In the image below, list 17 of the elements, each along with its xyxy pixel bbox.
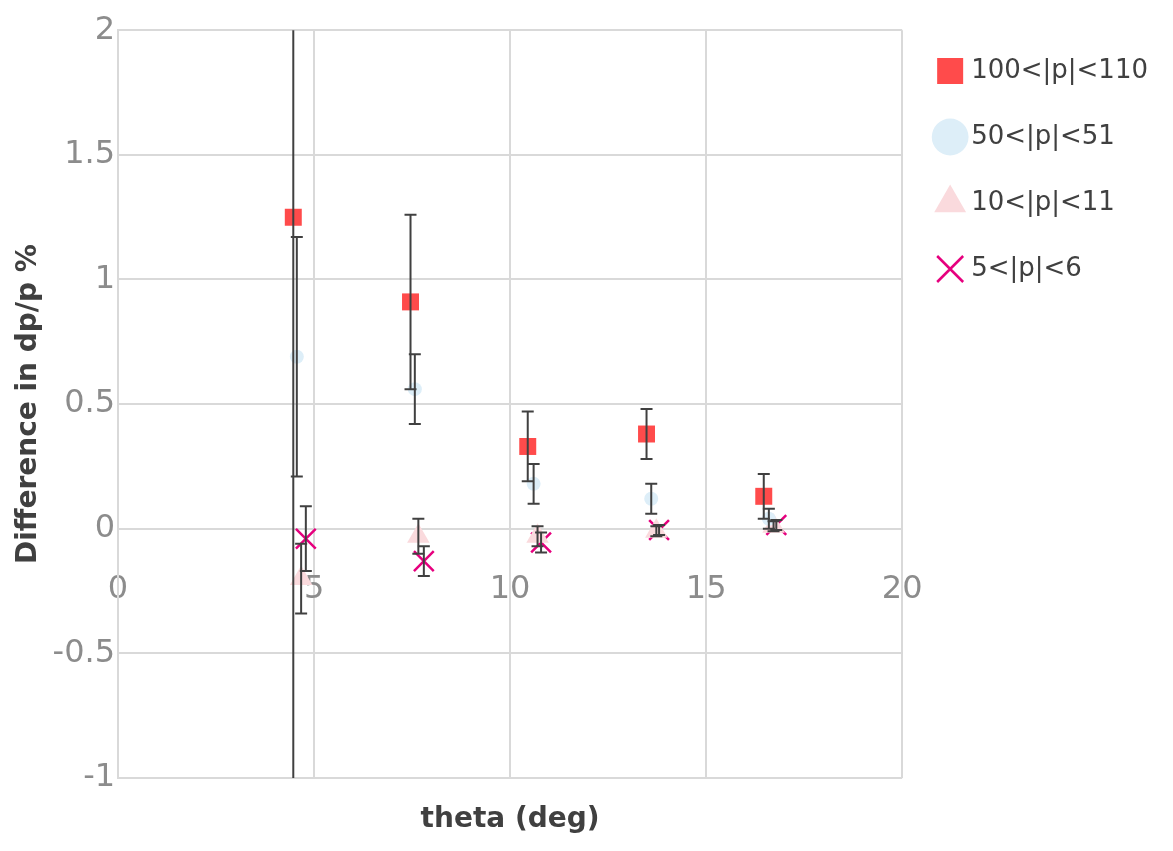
x-tick-label: 20 bbox=[881, 568, 923, 607]
point bbox=[529, 531, 553, 554]
x-tick-label: 10 bbox=[489, 568, 531, 607]
y-tick-label: 0 bbox=[94, 507, 116, 546]
y-tick-label: -1 bbox=[83, 756, 116, 795]
y-tick-label: -0.5 bbox=[52, 631, 116, 670]
y-tick-label: 2 bbox=[94, 8, 116, 47]
y-tick-label: 1 bbox=[94, 257, 116, 296]
y-tick-label: 0.5 bbox=[64, 382, 116, 421]
legend-label: 50<|p|<51 bbox=[971, 119, 1115, 151]
legend-label: 5<|p|<6 bbox=[971, 251, 1082, 283]
x-tick-label: 15 bbox=[685, 568, 727, 607]
y-tick-label: 1.5 bbox=[64, 133, 116, 172]
legend-label: 10<|p|<11 bbox=[971, 185, 1115, 217]
x-axis-title: theta (deg) bbox=[420, 801, 600, 835]
legend-label: 100<|p|<110 bbox=[971, 53, 1149, 85]
y-axis-title: Difference in dp/p % bbox=[10, 244, 44, 565]
